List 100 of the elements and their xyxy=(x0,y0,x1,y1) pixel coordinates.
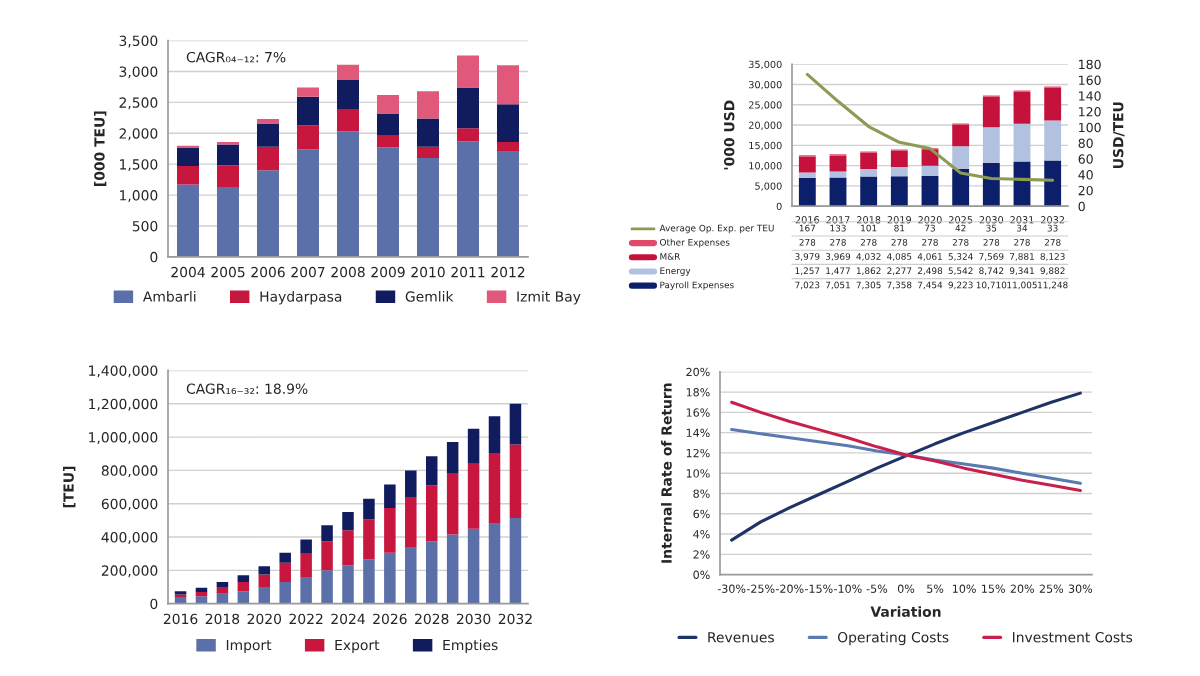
bar xyxy=(377,113,399,136)
bar xyxy=(177,166,199,185)
bar xyxy=(195,587,208,593)
bar xyxy=(321,541,333,571)
bar xyxy=(258,566,271,575)
bar xyxy=(377,94,399,114)
bar xyxy=(457,128,479,142)
bar xyxy=(217,165,239,188)
bar xyxy=(952,168,970,207)
bar xyxy=(177,184,199,257)
bar xyxy=(446,473,459,535)
bar xyxy=(300,553,312,578)
bar xyxy=(890,167,908,177)
bar xyxy=(921,175,939,207)
bar xyxy=(377,135,399,148)
bar xyxy=(342,530,354,566)
bar xyxy=(257,146,279,171)
bar xyxy=(216,582,229,588)
line-series xyxy=(805,72,1055,182)
bar xyxy=(417,118,439,147)
bar xyxy=(467,463,480,529)
bar xyxy=(342,565,354,604)
bar xyxy=(425,456,438,486)
bar xyxy=(279,562,291,583)
bar xyxy=(488,523,501,604)
bar xyxy=(384,507,396,553)
bar xyxy=(1013,123,1031,162)
bar xyxy=(297,96,319,126)
bar xyxy=(860,169,878,177)
bar xyxy=(321,525,333,542)
bar xyxy=(257,170,279,257)
bar xyxy=(829,171,847,178)
bar xyxy=(829,155,847,172)
bar xyxy=(921,165,939,176)
bar xyxy=(405,547,417,604)
bar xyxy=(982,162,1000,207)
bar xyxy=(297,149,319,257)
bar xyxy=(1013,91,1031,124)
bar xyxy=(467,528,480,604)
bar xyxy=(337,80,359,110)
bar xyxy=(321,570,333,604)
bar xyxy=(195,596,208,604)
bar xyxy=(488,452,501,524)
bar xyxy=(860,176,878,207)
bar xyxy=(497,151,519,257)
bar xyxy=(297,87,319,97)
bar xyxy=(457,87,479,129)
bar xyxy=(417,146,439,158)
bar xyxy=(217,144,239,166)
bar xyxy=(952,146,970,169)
bar xyxy=(337,64,359,81)
bar xyxy=(279,552,291,563)
bar xyxy=(446,534,459,604)
bar xyxy=(337,131,359,257)
bar xyxy=(497,65,519,105)
bar xyxy=(798,177,816,207)
bar xyxy=(337,109,359,132)
bar xyxy=(509,444,522,518)
line-series xyxy=(730,391,1082,542)
bar xyxy=(798,156,816,173)
bar xyxy=(377,147,399,257)
bar xyxy=(509,517,522,604)
bar xyxy=(890,176,908,207)
bar xyxy=(405,497,417,548)
bar xyxy=(258,587,271,604)
bar xyxy=(257,123,279,147)
bar xyxy=(384,552,396,604)
bar xyxy=(798,172,816,178)
bar xyxy=(217,187,239,257)
bar xyxy=(237,591,250,604)
bar xyxy=(363,559,375,604)
bar xyxy=(457,141,479,257)
bar xyxy=(216,587,229,594)
bar xyxy=(384,484,396,508)
bar xyxy=(1044,120,1062,161)
bar xyxy=(497,104,519,142)
bar xyxy=(860,152,878,169)
line-series xyxy=(730,428,1082,485)
bar xyxy=(258,574,271,588)
bar xyxy=(300,539,312,554)
bar xyxy=(417,157,439,257)
bar xyxy=(446,442,459,474)
bar xyxy=(982,96,1000,128)
bar xyxy=(363,498,375,520)
bar xyxy=(982,127,1000,163)
bar xyxy=(1044,160,1062,207)
bar xyxy=(497,141,519,152)
bar xyxy=(279,582,291,604)
bar xyxy=(363,519,375,560)
bar xyxy=(829,177,847,207)
bar xyxy=(300,577,312,604)
bar xyxy=(890,150,908,168)
bar xyxy=(177,147,199,167)
bar xyxy=(952,124,970,147)
bar xyxy=(488,416,501,453)
line-series xyxy=(730,400,1082,492)
bar xyxy=(297,125,319,150)
bar xyxy=(417,91,439,119)
bar xyxy=(237,575,250,583)
bar xyxy=(509,403,522,445)
